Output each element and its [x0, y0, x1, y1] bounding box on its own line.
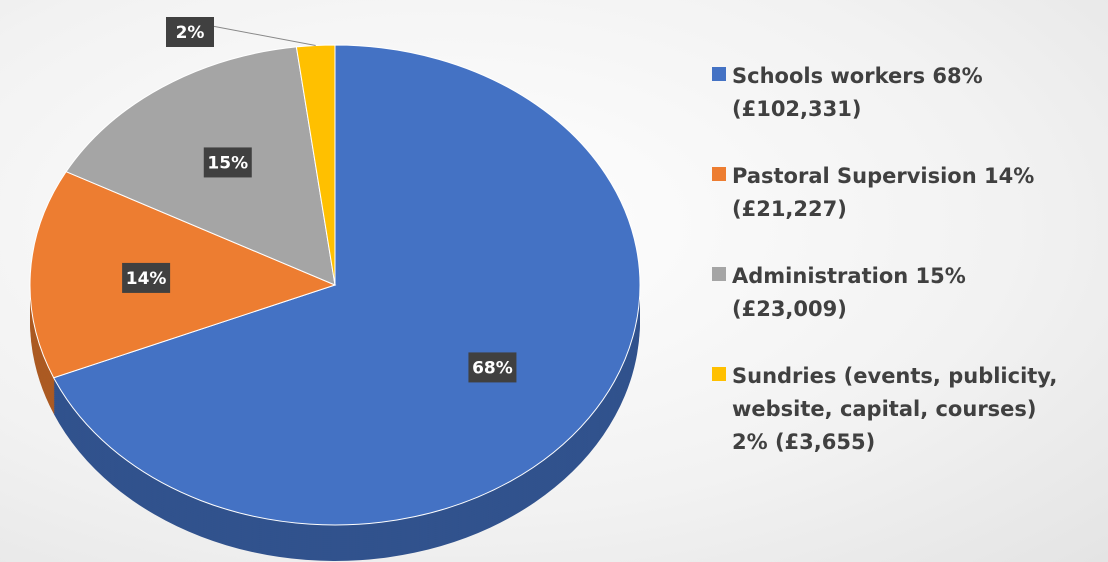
- legend-label: Sundries (events, publicity, website, ca…: [732, 364, 1058, 454]
- legend-item: Sundries (events, publicity, website, ca…: [712, 360, 1102, 459]
- slice: [65, 46, 336, 286]
- legend-swatch: [712, 267, 726, 281]
- label-box: [203, 147, 252, 178]
- label-box: [122, 262, 171, 293]
- slice: [29, 171, 337, 379]
- label-box: [166, 17, 214, 47]
- legend-item: Pastoral Supervision 14% (£21,227): [712, 160, 1102, 226]
- leader-line: [211, 25, 316, 46]
- legend-item: Schools workers 68% (£102,331): [712, 60, 1102, 126]
- legend-swatch: [712, 67, 726, 81]
- legend-label: Pastoral Supervision 14% (£21,227): [732, 164, 1035, 221]
- slice: [52, 44, 641, 526]
- legend-swatch: [712, 167, 726, 181]
- label-box: [468, 352, 517, 383]
- pie-area: 68% 14% 15% 2%: [29, 17, 641, 561]
- data-label: 15%: [207, 153, 248, 173]
- legend-item: Administration 15% (£23,009): [712, 260, 1102, 326]
- data-label: 2%: [176, 23, 205, 43]
- data-label: 68%: [472, 358, 513, 378]
- legend: Schools workers 68% (£102,331) Pastoral S…: [712, 60, 1102, 493]
- data-label: 14%: [126, 269, 167, 289]
- legend-swatch: [712, 367, 726, 381]
- legend-label: Administration 15% (£23,009): [732, 264, 966, 321]
- legend-label: Schools workers 68% (£102,331): [732, 64, 983, 121]
